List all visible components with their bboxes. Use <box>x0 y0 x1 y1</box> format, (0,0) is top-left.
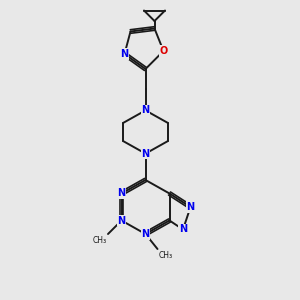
Text: N: N <box>186 202 195 212</box>
Text: CH₃: CH₃ <box>92 236 106 245</box>
Text: N: N <box>179 224 187 235</box>
Text: N: N <box>120 49 129 59</box>
Text: N: N <box>117 215 126 226</box>
Text: N: N <box>141 148 150 159</box>
Text: N: N <box>141 105 150 116</box>
Text: N: N <box>141 229 150 239</box>
Text: CH₃: CH₃ <box>159 251 173 260</box>
Text: O: O <box>159 46 168 56</box>
Text: N: N <box>117 188 126 199</box>
